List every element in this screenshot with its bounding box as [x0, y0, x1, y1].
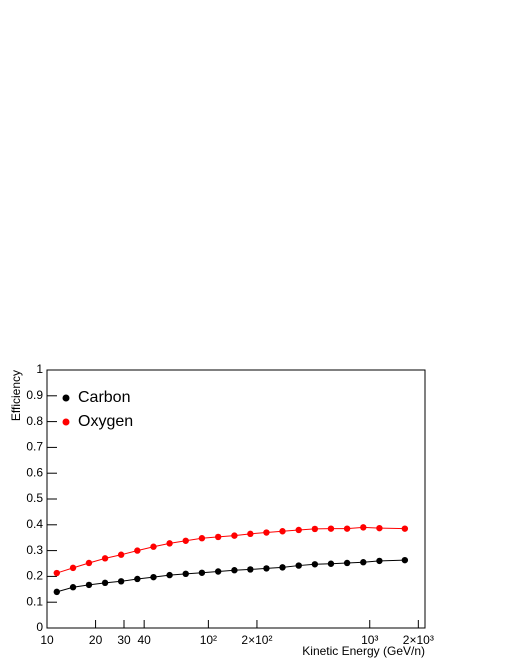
- x-tick-label: 10: [40, 633, 54, 647]
- legend-label: Carbon: [78, 389, 130, 406]
- series-line: [56, 526, 405, 574]
- x-tick-label: 10³: [361, 633, 378, 647]
- data-point: [401, 525, 409, 532]
- data-point: [231, 567, 238, 574]
- data-point: [263, 565, 270, 572]
- data-point: [311, 525, 319, 533]
- data-point: [53, 588, 60, 596]
- data-point: [101, 555, 109, 562]
- data-point: [327, 525, 335, 532]
- data-point: [247, 566, 254, 573]
- data-point: [166, 571, 173, 579]
- y-tick-label: 0.4: [26, 517, 43, 531]
- frame: [46, 369, 426, 629]
- y-tick-label: 0.6: [26, 465, 43, 479]
- data-point: [376, 557, 383, 565]
- y-tick-label: 0.3: [26, 543, 43, 557]
- data-point: [343, 525, 351, 532]
- x-tick-label: 2×10²: [241, 633, 272, 647]
- series-line: [56, 559, 405, 593]
- legend-marker: [62, 394, 70, 402]
- x-tick-label: 20: [89, 633, 103, 647]
- y-tick-label: 1: [36, 362, 43, 376]
- x-tick-label: 30: [117, 633, 131, 647]
- legend-marker: [62, 418, 70, 426]
- data-point: [231, 532, 238, 539]
- data-point: [279, 564, 286, 571]
- data-point: [295, 562, 302, 569]
- data-point: [117, 551, 125, 558]
- data-point: [117, 578, 125, 585]
- data-point: [85, 559, 93, 567]
- data-point: [311, 561, 319, 568]
- data-point: [401, 556, 409, 564]
- data-point: [134, 547, 141, 554]
- data-point: [214, 533, 222, 541]
- data-point: [214, 568, 222, 575]
- y-tick-label: 0.8: [26, 414, 43, 428]
- data-point: [85, 581, 93, 589]
- data-point: [198, 535, 206, 542]
- data-point: [69, 564, 77, 572]
- data-point: [150, 543, 157, 550]
- y-tick-label: 0.9: [26, 388, 43, 402]
- data-point: [101, 579, 109, 587]
- data-point: [182, 537, 189, 544]
- data-point: [376, 524, 383, 532]
- data-point: [166, 540, 173, 547]
- x-tick-label: 2×10³: [403, 633, 434, 647]
- y-tick-label: 0: [36, 620, 43, 634]
- data-point: [69, 584, 77, 591]
- legend-label: Oxygen: [78, 413, 133, 430]
- data-point: [150, 573, 157, 581]
- data-point: [247, 530, 254, 538]
- data-point: [53, 569, 60, 577]
- y-tick-label: 0.5: [26, 491, 43, 505]
- y-tick-label: 0.2: [26, 569, 43, 583]
- data-point: [360, 524, 367, 531]
- data-point: [263, 529, 270, 536]
- data-point: [182, 570, 189, 578]
- y-tick-label: 0.1: [26, 594, 43, 608]
- data-point: [360, 559, 367, 566]
- data-point: [295, 526, 302, 534]
- x-tick-label: 40: [137, 633, 151, 647]
- x-axis-label: Kinetic Energy (GeV/n): [302, 644, 425, 658]
- y-axis-label: Efficiency: [9, 370, 23, 421]
- data-point: [327, 560, 335, 567]
- y-tick-label: 0.7: [26, 440, 43, 454]
- data-point: [343, 559, 351, 567]
- data-point: [198, 569, 206, 576]
- data-point: [134, 575, 141, 583]
- x-tick-label: 10²: [200, 633, 217, 647]
- data-point: [279, 528, 286, 535]
